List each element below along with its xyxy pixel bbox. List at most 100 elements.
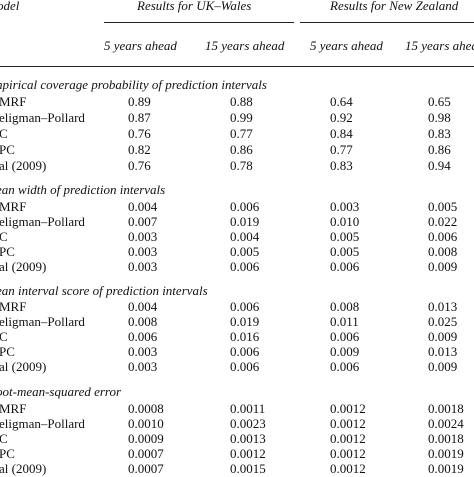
- table-cell: 0.87: [128, 110, 151, 125]
- table-cell: 0.0013: [230, 431, 266, 446]
- table-cell: 0.006: [428, 229, 458, 244]
- row-label: C: [0, 229, 8, 244]
- uk-5yr-header: 5 years ahead: [104, 38, 177, 53]
- table-cell: 0.013: [428, 344, 458, 359]
- table-cell: 0.019: [230, 314, 260, 329]
- uk-15yr-header: 15 years ahead: [205, 38, 285, 53]
- table-cell: 0.0007: [128, 446, 164, 461]
- table-cell: 0.013: [428, 299, 458, 314]
- row-label: eligman–Pollard: [0, 416, 85, 431]
- section-title-width: ean width of prediction intervals: [0, 182, 166, 197]
- table-cell: 0.0012: [230, 446, 266, 461]
- row-label: PC: [0, 446, 15, 461]
- row-label: MRF: [0, 199, 27, 214]
- table-cell: 0.008: [330, 299, 360, 314]
- table-cell: 0.006: [230, 199, 260, 214]
- new-zealand-group-header: Results for New Zealand: [330, 0, 459, 13]
- table-cell: 0.92: [330, 110, 353, 125]
- table-cell: 0.76: [128, 158, 151, 173]
- table-cell: 0.003: [128, 259, 158, 274]
- table-cell: 0.86: [230, 142, 253, 157]
- row-label: al (2009): [0, 359, 47, 374]
- table-cell: 0.003: [330, 199, 360, 214]
- table-cell: 0.0011: [230, 401, 266, 416]
- table-cell: 0.005: [230, 244, 260, 259]
- section-title-rmse: oot-mean-squared error: [0, 384, 122, 399]
- table-cell: 0.007: [128, 214, 158, 229]
- table-cell: 0.006: [230, 344, 260, 359]
- table-cell: 0.0012: [330, 431, 366, 446]
- table-cell: 0.019: [230, 214, 260, 229]
- table-cell: 0.010: [330, 214, 360, 229]
- table-cell: 0.83: [428, 126, 451, 141]
- table-cell: 0.0010: [128, 416, 164, 431]
- row-label: C: [0, 431, 8, 446]
- row-label: eligman–Pollard: [0, 214, 85, 229]
- table-cell: 0.0012: [330, 446, 366, 461]
- table-cell: 0.0015: [230, 461, 266, 476]
- row-label: al (2009): [0, 158, 47, 173]
- table-cell: 0.025: [428, 314, 458, 329]
- table-cell: 0.006: [230, 359, 260, 374]
- uk-wales-underline: [104, 22, 294, 23]
- table-cell: 0.84: [330, 126, 353, 141]
- table-cell: 0.006: [330, 359, 360, 374]
- table-cell: 0.99: [230, 110, 253, 125]
- table-cell: 0.005: [330, 229, 360, 244]
- table-cell: 0.003: [128, 359, 158, 374]
- row-label: C: [0, 126, 8, 141]
- table-cell: 0.004: [128, 199, 158, 214]
- table-cell: 0.89: [128, 94, 151, 109]
- table-cell: 0.009: [428, 259, 458, 274]
- row-label: MRF: [0, 94, 27, 109]
- table-cell: 0.77: [330, 142, 353, 157]
- table-cell: 0.006: [230, 259, 260, 274]
- table-cell: 0.006: [128, 329, 158, 344]
- nz-5yr-header: 5 years ahead: [310, 38, 383, 53]
- row-label: eligman–Pollard: [0, 110, 85, 125]
- table-cell: 0.88: [230, 94, 253, 109]
- table-cell: 0.005: [428, 199, 458, 214]
- table-cell: 0.009: [428, 359, 458, 374]
- table-cell: 0.0018: [428, 431, 464, 446]
- table-cell: 0.006: [330, 259, 360, 274]
- uk-wales-group-header: Results for UK–Wales: [137, 0, 252, 13]
- table-cell: 0.009: [330, 344, 360, 359]
- table-cell: 0.004: [128, 299, 158, 314]
- table-cell: 0.022: [428, 214, 458, 229]
- model-column-header: odel: [0, 0, 20, 13]
- table-cell: 0.0023: [230, 416, 266, 431]
- row-label: PC: [0, 244, 15, 259]
- table-cell: 0.0012: [330, 401, 366, 416]
- table-cell: 0.003: [128, 244, 158, 259]
- table-cell: 0.83: [330, 158, 353, 173]
- table-cell: 0.0007: [128, 461, 164, 476]
- table-cell: 0.011: [330, 314, 359, 329]
- table-cell: 0.78: [230, 158, 253, 173]
- table-cell: 0.82: [128, 142, 151, 157]
- table-cell: 0.64: [330, 94, 353, 109]
- nz-15yr-header: 15 years ahead: [405, 38, 474, 53]
- table-cell: 0.76: [128, 126, 151, 141]
- header-bottom-rule: [0, 66, 474, 67]
- table-cell: 0.016: [230, 329, 260, 344]
- table-cell: 0.006: [330, 329, 360, 344]
- table-cell: 0.77: [230, 126, 253, 141]
- table-cell: 0.86: [428, 142, 451, 157]
- section-title-interval-score: ean interval score of prediction interva…: [0, 283, 208, 298]
- table-cell: 0.009: [428, 329, 458, 344]
- table-cell: 0.006: [230, 299, 260, 314]
- table-cell: 0.008: [428, 244, 458, 259]
- table-cell: 0.0019: [428, 446, 464, 461]
- table-cell: 0.003: [128, 229, 158, 244]
- row-label: al (2009): [0, 259, 47, 274]
- table-cell: 0.003: [128, 344, 158, 359]
- row-label: C: [0, 329, 8, 344]
- table-cell: 0.0024: [428, 416, 464, 431]
- table-cell: 0.008: [128, 314, 158, 329]
- row-label: MRF: [0, 299, 27, 314]
- table-cell: 0.0012: [330, 416, 366, 431]
- table-cell: 0.0019: [428, 461, 464, 476]
- table-cell: 0.94: [428, 158, 451, 173]
- table-cell: 0.0018: [428, 401, 464, 416]
